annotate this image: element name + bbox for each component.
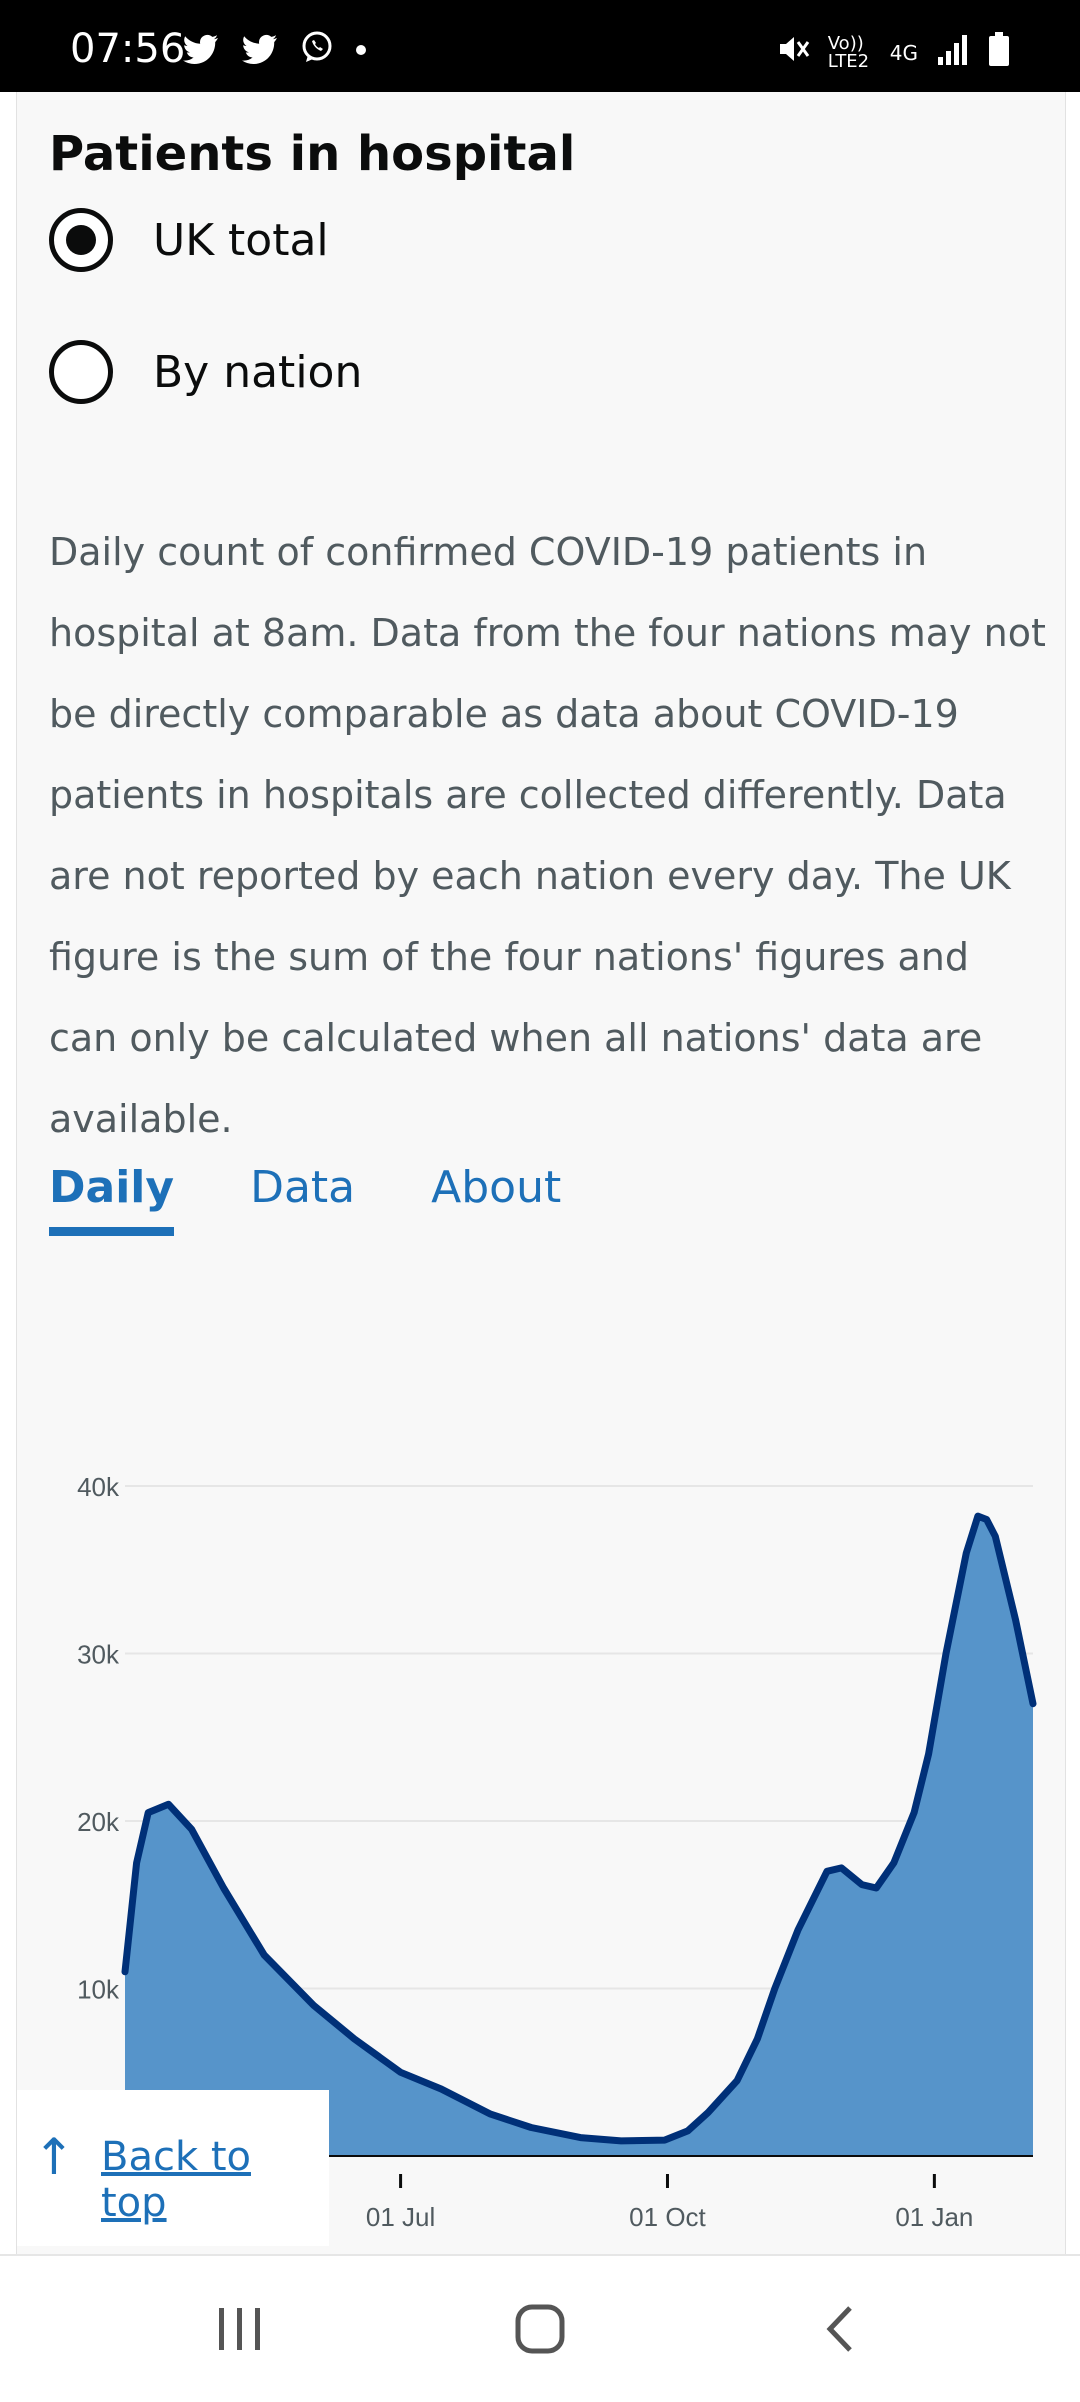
series-line: [121, 1512, 1037, 2145]
home-icon: [515, 2304, 565, 2354]
mute-icon: [776, 32, 810, 73]
tab-daily[interactable]: Daily: [49, 1162, 175, 1236]
radio-button[interactable]: [49, 340, 113, 404]
recent-apps-icon: [219, 2308, 260, 2350]
x-tick-label: 01 Oct: [629, 2202, 706, 2232]
dot-icon: [354, 33, 368, 73]
x-tick-label: 01 Jan: [895, 2202, 973, 2232]
arrow-up-icon: ↑: [33, 2128, 75, 2186]
x-tick-label: 01 Jul: [366, 2202, 435, 2232]
twitter-icon: [241, 33, 279, 73]
notification-icons: [182, 30, 368, 73]
area-fill: [125, 1516, 1033, 2156]
back-to-top[interactable]: ↑ Back to top: [17, 2090, 329, 2246]
recent-apps-button[interactable]: [170, 2256, 310, 2402]
radio-label: UK total: [153, 214, 329, 266]
system-icons: Vo)) LTE2 4G: [776, 32, 1010, 73]
card-title: Patients in hospital: [49, 126, 576, 182]
navigation-bar: [0, 2254, 1080, 2402]
status-time: 07:56: [70, 26, 186, 72]
y-tick-label: 10k: [77, 1975, 120, 2005]
metric-description: Daily count of confirmed COVID-19 patien…: [49, 530, 1046, 1141]
back-button[interactable]: [770, 2256, 910, 2402]
radio-button-selected[interactable]: [49, 208, 113, 272]
y-tick-label: 20k: [77, 1807, 120, 1837]
home-button[interactable]: [470, 2256, 610, 2402]
back-to-top-link[interactable]: Back to top: [101, 2134, 251, 2226]
radio-uk-total[interactable]: UK total: [49, 208, 329, 272]
chart-tabs: Daily Data About: [49, 1162, 561, 1236]
y-tick-label: 30k: [77, 1640, 120, 1670]
signal-icon: [936, 33, 970, 72]
battery-icon: [988, 32, 1010, 73]
twitter-icon: [182, 33, 220, 73]
radio-label: By nation: [153, 346, 363, 398]
status-bar: 07:56 Vo)) LTE2 4G: [0, 0, 1080, 92]
whatsapp-icon: [300, 30, 334, 73]
y-tick-label: 40k: [77, 1472, 120, 1502]
4g-icon: 4G: [889, 40, 918, 65]
tab-data[interactable]: Data: [250, 1162, 356, 1213]
hospital-card: Patients in hospital UK total By nation …: [16, 92, 1066, 2254]
tab-about[interactable]: About: [431, 1162, 562, 1213]
back-icon: [826, 2306, 852, 2352]
volte-icon: Vo)) LTE2: [827, 32, 870, 72]
radio-by-nation[interactable]: By nation: [49, 340, 362, 404]
